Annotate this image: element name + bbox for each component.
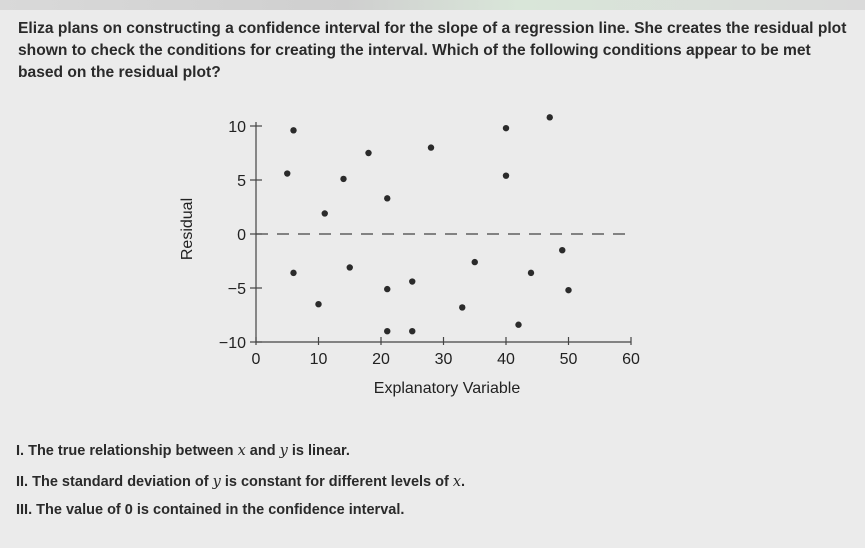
option-1-var-y: y: [279, 443, 288, 459]
option-1-var-x: x: [237, 443, 246, 459]
data-point: [384, 285, 391, 293]
data-point: [546, 114, 553, 121]
y-tick-label: 0: [237, 227, 246, 244]
option-2-post: .: [461, 474, 466, 490]
option-1-post: is linear.: [291, 443, 350, 459]
data-point: [340, 175, 347, 183]
option-3-text: The value of 0 is contained in the confi…: [36, 502, 405, 518]
data-point: [427, 144, 435, 151]
data-point: [384, 328, 391, 335]
x-tick-label: 60: [622, 351, 640, 368]
option-2-pre: The standard deviation of: [32, 474, 209, 490]
data-point: [459, 304, 466, 311]
x-tick-label: 50: [560, 351, 578, 368]
y-tick-label: 10: [228, 119, 246, 136]
x-axis-label: Explanatory Variable: [374, 380, 521, 397]
option-2-var-x: x: [452, 474, 462, 490]
data-point: [502, 172, 510, 179]
data-point: [471, 258, 478, 266]
option-2-numeral: II.: [16, 474, 29, 490]
option-1-numeral: I.: [16, 443, 25, 459]
data-point: [284, 170, 291, 177]
data-point: [321, 210, 328, 217]
option-1-pre: The true relationship between: [28, 443, 234, 459]
option-1: I. The true relationship between x and y…: [16, 443, 350, 459]
data-point: [315, 301, 322, 308]
data-point: [346, 264, 353, 271]
plot-points: [284, 114, 572, 335]
x-tick-label: 10: [310, 351, 328, 368]
option-2-mid: is constant for different levels of: [224, 474, 449, 490]
data-point: [559, 247, 566, 254]
x-tick-label: 0: [252, 351, 261, 368]
question-text: Eliza plans on constructing a confidence…: [18, 20, 847, 81]
x-tick-label: 40: [497, 351, 515, 368]
data-point: [409, 328, 416, 335]
option-1-mid: and: [249, 443, 276, 459]
data-point: [502, 124, 510, 132]
option-2: II. The standard deviation of y is const…: [16, 474, 465, 490]
option-3-numeral: III.: [16, 502, 33, 518]
data-point: [515, 321, 522, 328]
data-point: [565, 286, 572, 294]
y-tick-label: 5: [237, 173, 246, 190]
data-point: [365, 149, 372, 157]
y-axis-label: Residual: [179, 198, 196, 260]
x-tick-label: 30: [435, 351, 453, 368]
option-3: III. The value of 0 is contained in the …: [16, 502, 404, 518]
x-tick-label: 20: [372, 351, 390, 368]
y-tick-label: −10: [219, 335, 246, 352]
plot-axes: [255, 122, 631, 343]
data-point: [290, 127, 297, 134]
option-2-var-y: y: [212, 474, 221, 490]
data-point: [527, 269, 535, 277]
data-point: [409, 278, 416, 285]
y-tick-label: −5: [228, 281, 246, 298]
data-point: [290, 269, 297, 277]
top-strip: [0, 0, 865, 10]
data-point: [384, 195, 391, 202]
